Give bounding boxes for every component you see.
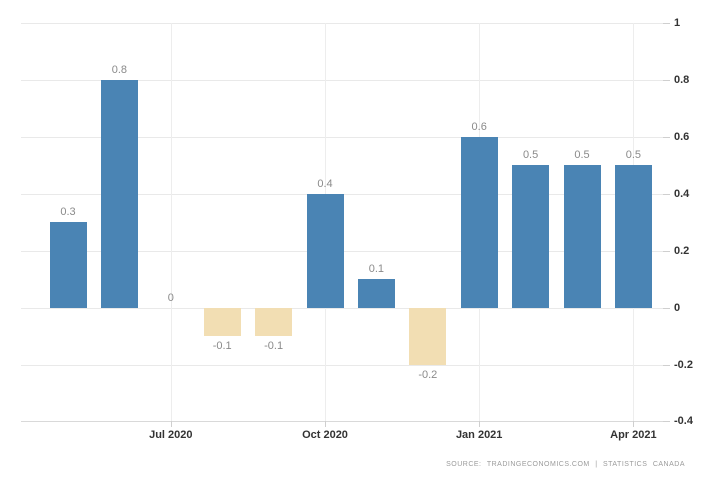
y-axis-tick [663,250,670,252]
y-axis-tick-label: 0.6 [674,130,690,143]
bar-value-label: 0.5 [574,149,590,161]
bar[interactable] [563,165,601,308]
y-axis-tick [663,22,670,24]
bar[interactable] [255,307,293,336]
bar[interactable] [512,165,550,308]
gridline-h [21,364,663,366]
y-axis-tick-label: -0.2 [674,358,693,371]
gridline-v [170,22,172,421]
x-axis-tick-label: Oct 2020 [302,429,348,441]
x-axis-tick-label: Jul 2020 [149,429,193,441]
x-axis-line [21,420,670,422]
x-axis-tick-label: Jan 2021 [455,429,503,441]
gridline-h [21,307,663,309]
bar-value-label: 0.6 [471,120,487,133]
bar[interactable] [100,79,138,308]
x-axis-tick-label: Apr 2021 [610,429,657,441]
bar-value-label: 0.3 [60,206,76,218]
bar[interactable] [203,307,241,336]
bar-value-label: -0.1 [212,340,232,352]
x-axis-tick [479,420,481,427]
bar-value-label: -0.1 [264,340,284,352]
x-axis-tick [170,420,172,427]
y-axis-tick-label: 0.8 [674,73,690,86]
y-axis-tick [663,79,670,81]
bar[interactable] [306,193,344,308]
bar-value-label: 0.4 [317,177,333,190]
y-axis-tick-label: -0.4 [674,414,693,427]
bar-value-label: -0.2 [418,368,438,381]
y-axis-tick [663,307,670,309]
gridline-h [21,22,663,24]
x-axis-tick [633,420,635,427]
gridline-h [21,79,663,81]
y-axis-tick-label: 0.4 [674,187,690,200]
bar-value-label: 0.1 [368,263,385,275]
bar-value-label: 0 [167,291,174,304]
bar[interactable] [460,136,498,308]
y-axis-tick-label: 0.2 [674,244,690,257]
bar[interactable] [409,307,447,365]
bar-value-label: 0.5 [522,149,539,161]
gridline-h [21,136,663,138]
bar[interactable] [357,279,395,308]
bar[interactable] [49,222,87,308]
y-axis-tick [663,193,670,195]
y-axis-tick-label: 1 [674,16,681,29]
source-attribution: SOURCE: TRADINGECONOMICS.COM | STATISTIC… [446,461,685,468]
bar-value-label: 0.5 [625,149,642,161]
y-axis-tick-label: 0 [674,301,681,314]
bar[interactable] [614,165,652,308]
y-axis-tick [663,136,670,138]
x-axis-tick [325,420,326,427]
y-axis-tick [663,364,670,366]
bar-value-label: 0.8 [111,63,128,76]
y-axis-tick [663,420,670,422]
